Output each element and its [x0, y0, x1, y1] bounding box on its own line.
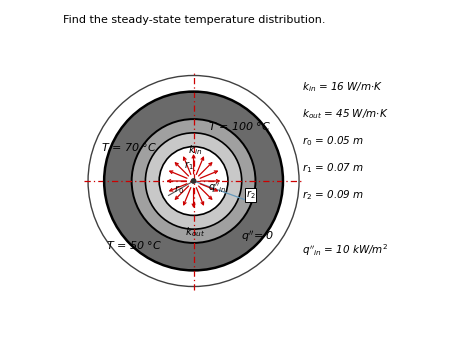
Circle shape — [104, 92, 283, 270]
Circle shape — [191, 179, 196, 183]
Text: $r_0$: $r_0$ — [174, 183, 184, 196]
Text: $T$ = 100 °C: $T$ = 100 °C — [209, 119, 272, 131]
Text: Find the steady-state temperature distribution.: Find the steady-state temperature distri… — [63, 15, 326, 25]
Text: $r_2$: $r_2$ — [246, 189, 255, 201]
Text: $r_2$ = 0.09 m: $r_2$ = 0.09 m — [302, 189, 365, 202]
Text: $T$ = 50 °C: $T$ = 50 °C — [106, 239, 162, 251]
Text: $k_{in}$: $k_{in}$ — [188, 143, 202, 157]
Text: $q''_{in}$: $q''_{in}$ — [208, 182, 227, 195]
Text: $r_0$ = 0.05 m: $r_0$ = 0.05 m — [302, 134, 365, 148]
Text: $k_{in}$ = 16 W/m$\cdot$K: $k_{in}$ = 16 W/m$\cdot$K — [302, 80, 383, 94]
Circle shape — [159, 147, 228, 215]
Text: $k_{out}$ = 45 W/m$\cdot$K: $k_{out}$ = 45 W/m$\cdot$K — [302, 107, 389, 121]
Circle shape — [146, 133, 242, 229]
Text: $k_{out}$: $k_{out}$ — [185, 225, 205, 239]
Circle shape — [132, 119, 255, 243]
Text: $q''_{in}$ = 10 kW/$m^2$: $q''_{in}$ = 10 kW/$m^2$ — [302, 242, 389, 258]
Text: $r_1$: $r_1$ — [184, 159, 194, 172]
Text: $r_1$ = 0.07 m: $r_1$ = 0.07 m — [302, 161, 365, 175]
Text: $q''$= 0: $q''$= 0 — [241, 229, 275, 244]
Text: $T$ = 70 °C: $T$ = 70 °C — [101, 141, 157, 153]
